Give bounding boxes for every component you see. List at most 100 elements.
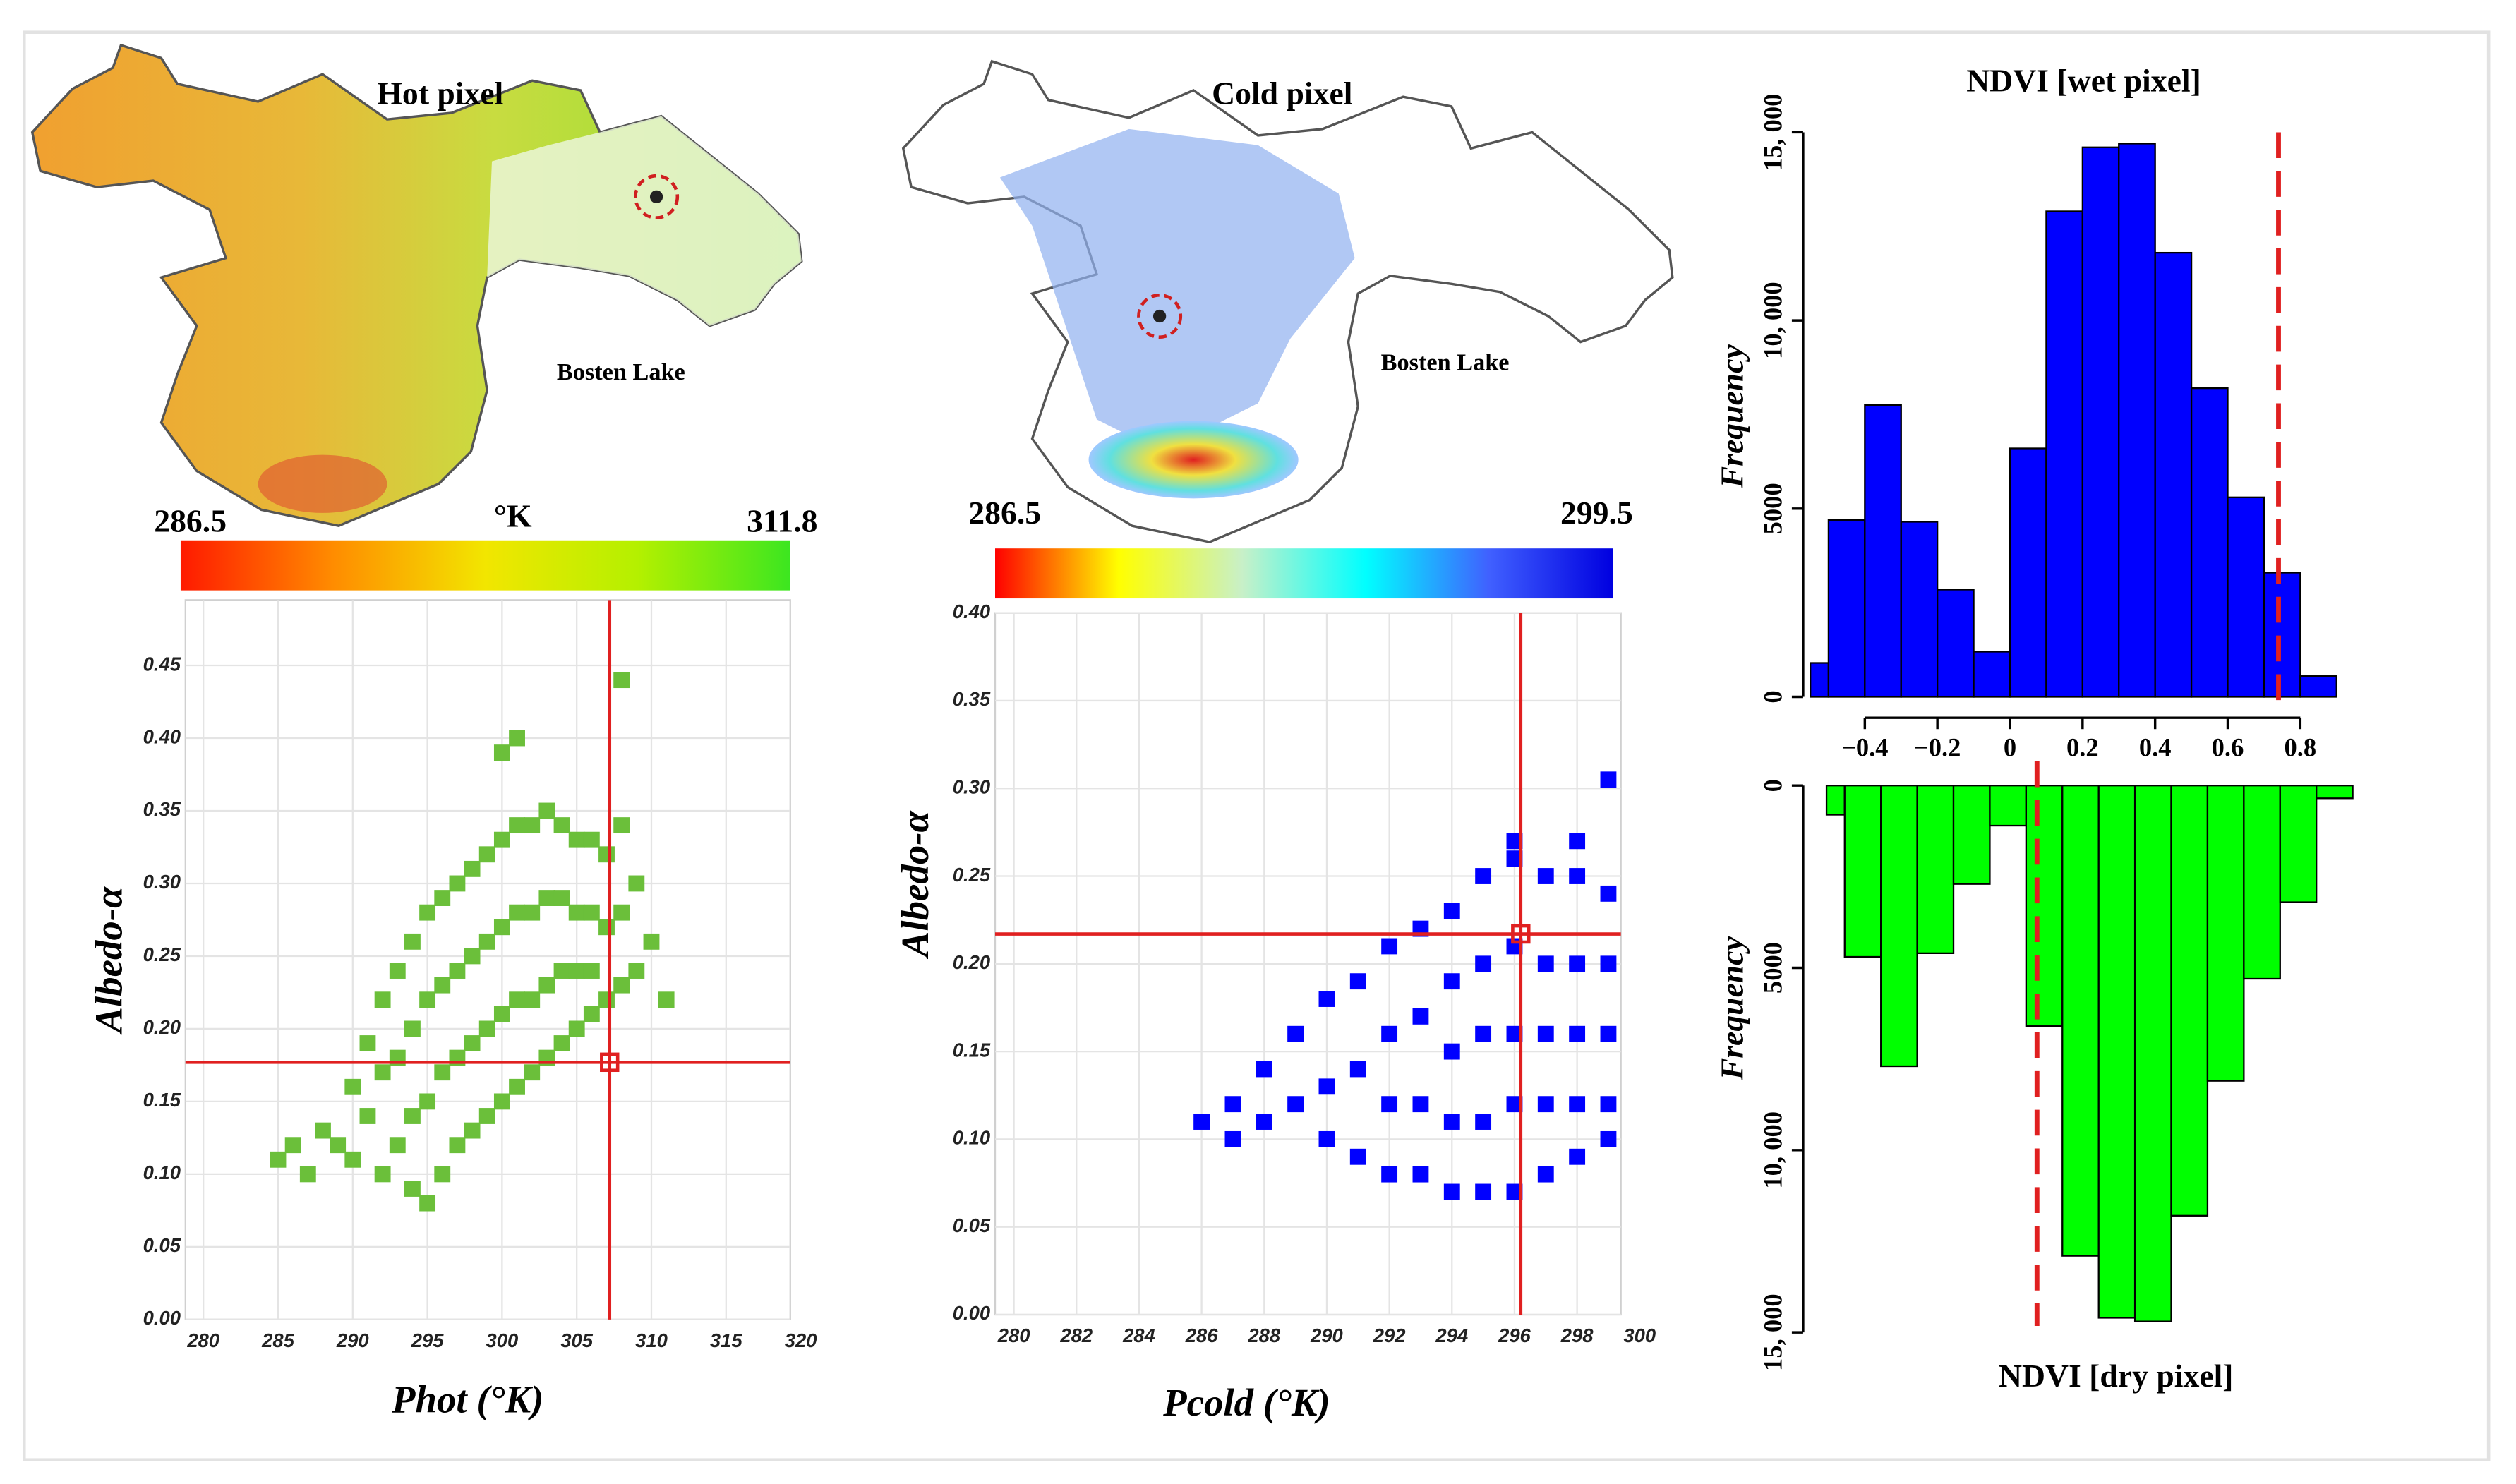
point [1287, 1025, 1304, 1042]
point [509, 730, 525, 747]
point [493, 831, 510, 848]
point [613, 904, 630, 921]
bar [2279, 785, 2318, 903]
point [1600, 885, 1617, 902]
lake-label: Bosten Lake [557, 358, 685, 385]
point [1381, 1166, 1398, 1183]
hot-patch [258, 454, 387, 513]
x-tick-label: 290 [336, 1329, 369, 1351]
point [1537, 955, 1554, 972]
point [568, 904, 585, 921]
point [1443, 903, 1460, 919]
point [389, 963, 406, 979]
y-tick-label: 0.25 [953, 864, 991, 886]
point [419, 991, 436, 1008]
point [284, 1137, 301, 1154]
point [464, 1035, 481, 1051]
pixel-marker [634, 174, 680, 219]
sparse-area [487, 116, 802, 326]
point [270, 1151, 287, 1168]
bar [1880, 785, 1918, 1068]
point [1537, 868, 1554, 884]
point [628, 875, 645, 892]
point [1224, 1130, 1241, 1147]
point [524, 817, 541, 834]
point [583, 1006, 600, 1022]
colorbar-min: 286.5 [968, 495, 1041, 531]
colorbar-max: 311.8 [747, 502, 817, 538]
point [1381, 938, 1398, 955]
x-tick-label: 280 [186, 1329, 219, 1351]
point [1506, 833, 1523, 850]
x-tick-label: 286 [1185, 1325, 1218, 1346]
point [374, 1064, 391, 1081]
y-tick-label: 0.25 [143, 943, 181, 965]
point [419, 904, 436, 921]
y-tick-label: 0.30 [143, 871, 181, 893]
point [613, 977, 630, 994]
x-tick-label: 315 [710, 1329, 742, 1351]
x-tick-label: 296 [1498, 1325, 1531, 1346]
point [1256, 1114, 1272, 1130]
plot-frame [184, 599, 791, 1320]
point [1475, 868, 1492, 884]
x-tick-label: 282 [1059, 1325, 1093, 1346]
point [434, 890, 451, 906]
x-tick-label: 284 [1122, 1325, 1155, 1346]
point [568, 1020, 585, 1037]
y-tick-label: 0.10 [953, 1127, 990, 1149]
warm-patch [1088, 421, 1299, 499]
bar [2133, 785, 2172, 1322]
point [1506, 1183, 1523, 1200]
x-tick-label: −0.2 [1914, 732, 1961, 761]
y-tick-label: 10, 000 [1758, 282, 1787, 359]
map-title: Hot pixel [377, 76, 503, 111]
point [509, 991, 525, 1008]
y-tick-label: 0.35 [143, 798, 181, 820]
point [1506, 1025, 1523, 1042]
point [1443, 1114, 1460, 1130]
bar [2025, 785, 2064, 1027]
point [583, 831, 600, 848]
point [1381, 1025, 1398, 1042]
colorbar-max: 299.5 [1560, 495, 1633, 531]
x-tick-label: 298 [1560, 1325, 1594, 1346]
point [404, 1108, 421, 1124]
y-tick-label: 0.15 [143, 1089, 181, 1111]
bar [2009, 447, 2047, 698]
y-tick-label: 0.45 [143, 653, 181, 675]
point [1506, 850, 1523, 867]
point [553, 963, 570, 979]
chart-title: NDVI [dry pixel] [1999, 1358, 2234, 1394]
point [434, 1064, 451, 1081]
point [1600, 771, 1617, 788]
x-axis-label: Phot (°K) [391, 1377, 543, 1420]
x-axis-label: Pcold (°K) [1162, 1381, 1330, 1424]
point [419, 1195, 436, 1212]
x-tick-label: 300 [486, 1329, 519, 1351]
bar [2227, 496, 2265, 698]
y-tick-label: 15, 000 [1758, 94, 1787, 171]
x-tick-label: −0.4 [1841, 732, 1889, 761]
y-axis-label: Albedo-α [893, 809, 937, 959]
cold-map: Cold pixel Bosten Lake [902, 60, 1674, 543]
point [1318, 1078, 1335, 1095]
point [404, 933, 421, 950]
point [1569, 1025, 1586, 1042]
point [1224, 1096, 1241, 1113]
colorbar [995, 548, 1613, 599]
point [568, 963, 585, 979]
point [1443, 1043, 1460, 1060]
x-tick-label: 0.4 [2139, 732, 2172, 761]
bar [2118, 143, 2156, 698]
x-tick-label: 288 [1247, 1325, 1280, 1346]
point [449, 963, 466, 979]
x-tick-label: 280 [997, 1325, 1030, 1346]
y-tick-label: 0.00 [953, 1302, 990, 1324]
x-tick-label: 295 [411, 1329, 444, 1351]
bar [1900, 521, 1939, 698]
y-tick-label: 15, 000 [1758, 1293, 1787, 1371]
y-axis-label: Frequency [1714, 936, 1750, 1080]
point [524, 904, 541, 921]
point [568, 831, 585, 848]
